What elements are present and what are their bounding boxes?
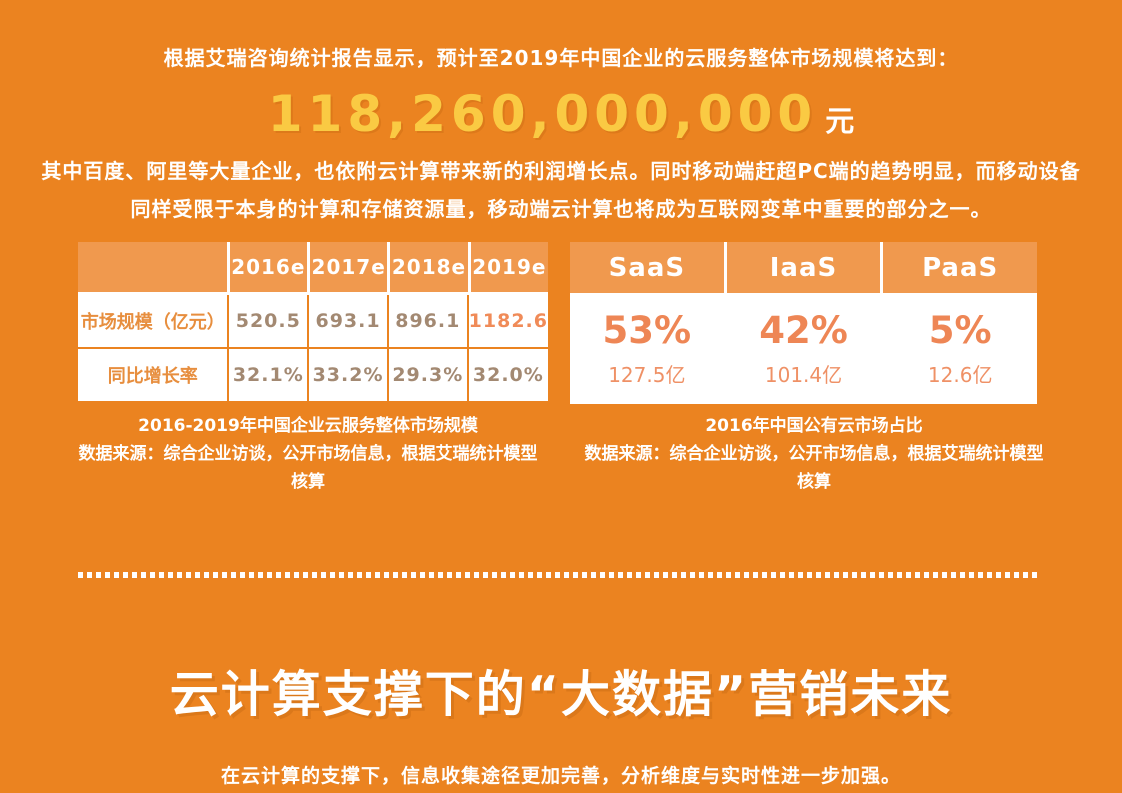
intro-paragraph: 其中百度、阿里等大量企业，也依附云计算带来新的利润增长点。同时移动端赶超PC端的… <box>41 159 1081 221</box>
share-card-paas: PaaS 5% 12.6亿 <box>883 242 1038 404</box>
public-cloud-share-panel: SaaS 53% 127.5亿 IaaS 42% 101.4亿 PaaS 5% … <box>570 242 1038 404</box>
share-card-percent: 42% <box>759 309 848 352</box>
share-card-body: 5% 12.6亿 <box>883 293 1038 404</box>
caption-title: 2016-2019年中国企业云服务整体市场规模 <box>138 416 478 436</box>
table-cell-value: 29.3% <box>388 349 467 401</box>
share-card-title: IaaS <box>726 242 881 293</box>
market-size-unit: 元 <box>825 104 855 138</box>
share-card-percent: 53% <box>602 309 692 352</box>
table-corner-cell <box>78 242 227 292</box>
share-card-body: 53% 127.5亿 <box>570 293 724 404</box>
table-cell-value: 693.1 <box>309 295 387 347</box>
share-card-value: 101.4亿 <box>764 363 843 387</box>
table-cell-value: 32.0% <box>468 349 548 401</box>
share-card-saas: SaaS 53% 127.5亿 <box>570 242 724 404</box>
caption-source: 数据来源：综合企业访谈，公开市场信息，根据艾瑞统计模型 核算 <box>78 444 538 492</box>
market-size-table: 2016e 2017e 2018e 2019e 市场规模（亿元） 520.5 6… <box>78 242 548 404</box>
lead-text: 根据艾瑞咨询统计报告显示，预计至2019年中国企业的云服务整体市场规模将达到： <box>163 46 959 70</box>
caption-row: 2016-2019年中国企业云服务整体市场规模 数据来源：综合企业访谈，公开市场… <box>0 412 1122 496</box>
share-card-value: 12.6亿 <box>927 363 993 387</box>
data-section: 2016e 2017e 2018e 2019e 市场规模（亿元） 520.5 6… <box>78 242 1038 404</box>
table-cell-value: 33.2% <box>309 349 387 401</box>
intro-section: 根据艾瑞咨询统计报告显示，预计至2019年中国企业的云服务整体市场规模将达到： … <box>0 0 1122 228</box>
share-card-percent: 5% <box>928 309 992 352</box>
caption-title: 2016年中国公有云市场占比 <box>705 416 923 436</box>
table-cell-value: 520.5 <box>229 295 308 347</box>
cloud-share-caption: 2016年中国公有云市场占比 数据来源：综合企业访谈，公开市场信息，根据艾瑞统计… <box>561 412 1067 496</box>
share-card-title: PaaS <box>883 242 1038 293</box>
table-header-2017e: 2017e <box>309 242 388 292</box>
table-row-label-market-size: 市场规模（亿元） <box>78 295 228 347</box>
share-card-body: 42% 101.4亿 <box>726 293 881 404</box>
share-card-title: SaaS <box>570 242 724 293</box>
dotted-divider <box>78 572 1040 578</box>
table-cell-value: 896.1 <box>388 295 467 347</box>
table-cell-value-highlighted: 1182.6 <box>468 295 548 347</box>
table-body: 市场规模（亿元） 520.5 693.1 896.1 1182.6 同比增长率 … <box>78 295 548 401</box>
market-size-headline: 118,260,000,000 元 <box>0 84 1122 144</box>
table-header-2019e: 2019e <box>470 242 548 292</box>
table-cell-value: 32.1% <box>229 349 308 401</box>
table-header-row: 2016e 2017e 2018e 2019e <box>78 242 548 295</box>
market-table-caption: 2016-2019年中国企业云服务整体市场规模 数据来源：综合企业访谈，公开市场… <box>55 412 561 496</box>
caption-source: 数据来源：综合企业访谈，公开市场信息，根据艾瑞统计模型 核算 <box>584 444 1044 492</box>
share-card-value: 127.5亿 <box>608 363 686 387</box>
section-heading: 云计算支撑下的“大数据”营销未来 <box>169 666 953 723</box>
table-row-label-growth-rate: 同比增长率 <box>78 349 228 401</box>
table-header-2018e: 2018e <box>390 242 468 292</box>
table-header-2016e: 2016e <box>229 242 307 292</box>
share-card-iaas: IaaS 42% 101.4亿 <box>726 242 881 404</box>
market-size-number: 118,260,000,000 <box>267 85 818 143</box>
section-subtext: 在云计算的支撑下，信息收集途径更加完善，分析维度与实时性进一步加强。 <box>220 765 901 787</box>
